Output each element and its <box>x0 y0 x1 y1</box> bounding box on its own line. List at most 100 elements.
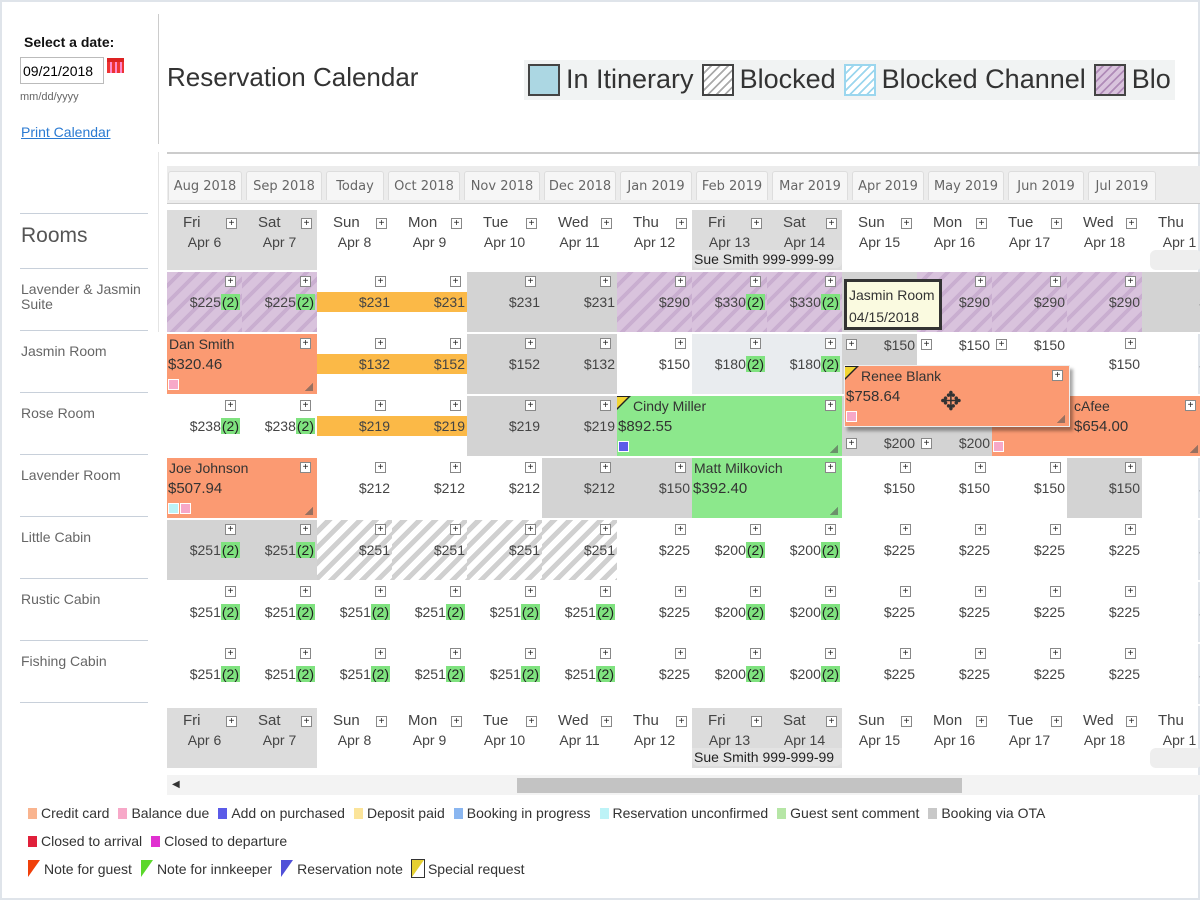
rate-cell[interactable]: + $150 <box>917 458 992 520</box>
rate-cell[interactable]: + $212 <box>467 458 542 520</box>
rate-cell[interactable] <box>1067 396 1142 458</box>
rate-cell[interactable]: + $290 <box>617 272 692 334</box>
plus-icon[interactable]: + <box>450 400 461 411</box>
plus-icon[interactable]: + <box>975 276 986 287</box>
rate-cell[interactable]: + $212 <box>542 458 617 520</box>
tab-nov-2018[interactable]: Nov 2018 <box>464 171 540 200</box>
rate-cell[interactable]: + $219 <box>467 396 542 458</box>
rate-cell[interactable]: + $238(2) <box>167 396 242 458</box>
tab-aug-2018[interactable]: Aug 2018 <box>168 171 242 200</box>
date-input[interactable] <box>20 57 104 84</box>
rate-cell[interactable]: + $200(2) <box>767 582 842 644</box>
plus-icon[interactable]: + <box>751 716 762 727</box>
plus-icon[interactable]: + <box>451 218 462 229</box>
rate-cell[interactable]: + $200(2) <box>767 644 842 706</box>
plus-icon[interactable]: + <box>301 218 312 229</box>
plus-icon[interactable]: + <box>526 716 537 727</box>
plus-icon[interactable]: + <box>600 648 611 659</box>
plus-icon[interactable]: + <box>375 338 386 349</box>
tab-jul-2019[interactable]: Jul 2019 <box>1088 171 1156 200</box>
resize-handle-icon[interactable] <box>305 507 313 515</box>
booking-block[interactable]: Matt Milkovich $392.40 + <box>692 458 842 518</box>
tab-mar-2019[interactable]: Mar 2019 <box>772 171 848 200</box>
resize-handle-icon[interactable] <box>305 383 313 391</box>
plus-icon[interactable]: + <box>226 716 237 727</box>
plus-icon[interactable]: + <box>375 462 386 473</box>
rate-cell[interactable]: + $225 <box>617 644 692 706</box>
rate-cell[interactable]: + $180(2) <box>692 334 767 396</box>
rate-cell[interactable]: + $180(2) <box>767 334 842 396</box>
rate-cell[interactable]: + $225 <box>1067 582 1142 644</box>
plus-icon[interactable]: + <box>450 462 461 473</box>
plus-icon[interactable]: + <box>921 438 932 449</box>
rate-cell[interactable]: + $225 <box>992 644 1067 706</box>
plus-icon[interactable]: + <box>1050 276 1061 287</box>
plus-icon[interactable]: + <box>675 462 686 473</box>
print-calendar-link[interactable]: Print Calendar <box>21 124 111 140</box>
rate-cell[interactable]: + $200(2) <box>692 520 767 582</box>
rate-cell[interactable]: + $251 <box>467 520 542 582</box>
plus-icon[interactable]: + <box>975 648 986 659</box>
rate-cell[interactable]: +$1 <box>1142 458 1200 520</box>
plus-icon[interactable]: + <box>300 462 311 473</box>
plus-icon[interactable]: + <box>900 586 911 597</box>
rate-cell[interactable]: + $225 <box>917 644 992 706</box>
plus-icon[interactable]: + <box>600 400 611 411</box>
resize-handle-icon[interactable] <box>830 445 838 453</box>
tab-apr-2019[interactable]: Apr 2019 <box>852 171 924 200</box>
rate-cell[interactable]: + $225 <box>617 520 692 582</box>
plus-icon[interactable]: + <box>376 218 387 229</box>
rate-cell[interactable]: + $290 <box>1067 272 1142 334</box>
rate-cell[interactable]: + $225 <box>917 520 992 582</box>
plus-icon[interactable]: + <box>1125 276 1136 287</box>
plus-icon[interactable]: + <box>300 276 311 287</box>
plus-icon[interactable]: + <box>846 339 857 350</box>
plus-icon[interactable]: + <box>750 648 761 659</box>
rate-cell[interactable]: + $251(2) <box>242 582 317 644</box>
rate-cell[interactable]: + $251 <box>317 520 392 582</box>
rate-cell[interactable]: + $150 <box>617 334 692 396</box>
dragging-booking[interactable]: Renee Blank $758.64 + <box>844 365 1070 427</box>
resize-handle-icon[interactable] <box>1190 445 1198 453</box>
rate-cell[interactable]: + $150 <box>992 458 1067 520</box>
rate-cell[interactable]: + $132 <box>542 334 617 396</box>
plus-icon[interactable]: + <box>1125 338 1136 349</box>
plus-icon[interactable]: + <box>525 276 536 287</box>
resize-handle-icon[interactable] <box>1057 415 1065 423</box>
plus-icon[interactable]: + <box>225 648 236 659</box>
plus-icon[interactable]: + <box>225 586 236 597</box>
plus-icon[interactable]: + <box>825 338 836 349</box>
plus-icon[interactable]: + <box>600 276 611 287</box>
plus-icon[interactable]: + <box>525 338 536 349</box>
rate-cell[interactable]: +$1 <box>1142 334 1200 396</box>
rate-cell[interactable] <box>692 458 767 520</box>
rate-cell[interactable]: + $225 <box>842 582 917 644</box>
plus-icon[interactable]: + <box>1050 462 1061 473</box>
plus-icon[interactable]: + <box>826 218 837 229</box>
tab-today[interactable]: Today <box>326 171 384 200</box>
rate-cell[interactable]: + $150 <box>842 458 917 520</box>
plus-icon[interactable]: + <box>300 586 311 597</box>
plus-icon[interactable]: + <box>525 400 536 411</box>
plus-icon[interactable]: + <box>601 716 612 727</box>
plus-icon[interactable]: + <box>525 586 536 597</box>
tab-jan-2019[interactable]: Jan 2019 <box>620 171 692 200</box>
plus-icon[interactable]: + <box>900 648 911 659</box>
plus-icon[interactable]: + <box>675 524 686 535</box>
rate-cell[interactable]: + $225 <box>917 582 992 644</box>
plus-icon[interactable]: + <box>921 339 932 350</box>
plus-icon[interactable]: + <box>1052 370 1063 381</box>
plus-icon[interactable]: + <box>826 716 837 727</box>
plus-icon[interactable]: + <box>1050 524 1061 535</box>
plus-icon[interactable]: + <box>375 276 386 287</box>
plus-icon[interactable]: + <box>825 462 836 473</box>
rate-cell[interactable]: +$2 <box>1142 520 1200 582</box>
rate-cell[interactable]: + $132 <box>317 334 392 396</box>
rate-cell[interactable]: + $225(2) <box>167 272 242 334</box>
rate-cell[interactable]: + $251(2) <box>392 644 467 706</box>
rate-cell[interactable]: + $219 <box>317 396 392 458</box>
plus-icon[interactable]: + <box>600 586 611 597</box>
plus-icon[interactable]: + <box>1185 400 1196 411</box>
rate-cell[interactable]: +$2 <box>1142 644 1200 706</box>
rate-cell[interactable]: + $251(2) <box>167 520 242 582</box>
